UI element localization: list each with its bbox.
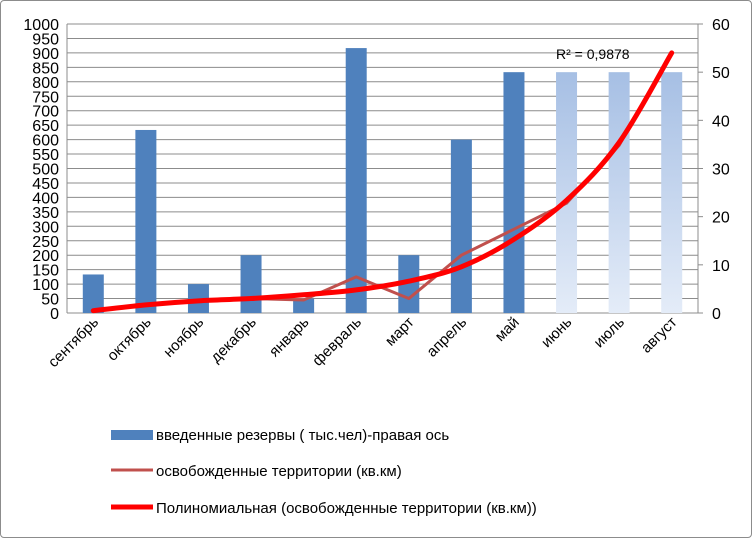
legend-label-bars: введенные резервы ( тыс.чел)-правая ось: [156, 427, 449, 444]
right-tick-label: 0: [712, 306, 721, 323]
right-tick-label: 50: [712, 65, 730, 82]
right-tick-label: 20: [712, 210, 730, 227]
right-axis-ticks: 60 50 40 30 20 10 0: [698, 17, 730, 323]
forecast-bar: [661, 72, 683, 314]
x-tick-label: август: [638, 314, 681, 357]
left-tick-label: 750: [32, 89, 59, 106]
polynomial-trendline: [90, 50, 675, 314]
x-tick-label: декабрь: [207, 314, 260, 367]
left-axis-ticks: 1000950900850800750700650600550500450400…: [23, 17, 59, 323]
left-tick-label: 250: [32, 234, 59, 251]
left-tick-label: 800: [32, 75, 59, 92]
gridlines: [66, 23, 699, 314]
x-tick-label: февраль: [309, 314, 365, 370]
left-tick-label: 900: [32, 46, 59, 63]
left-tick-label: 850: [32, 60, 59, 77]
forecast-bar: [556, 72, 578, 314]
x-tick-label: март: [382, 314, 418, 350]
reserves-bar: [240, 255, 262, 313]
legend-label-line: освобожденные территории (кв.км): [156, 463, 402, 480]
right-tick-label: 60: [712, 17, 730, 34]
x-tick-label: апрель: [423, 314, 470, 361]
reserves-bar: [345, 48, 367, 313]
reserves-bar: [293, 298, 315, 313]
reserves-bar: [135, 129, 157, 313]
right-tick-label: 10: [712, 258, 730, 275]
left-tick-label: 350: [32, 205, 59, 222]
left-tick-label: 0: [50, 306, 59, 323]
left-tick-label: 650: [32, 118, 59, 135]
legend-swatch-bars: [111, 430, 153, 440]
left-tick-label: 200: [32, 248, 59, 265]
left-tick-label: 500: [32, 162, 59, 179]
r2-annotation: R² = 0,9878: [556, 46, 630, 62]
left-tick-label: 450: [32, 176, 59, 193]
right-tick-label: 30: [712, 162, 730, 179]
left-tick-label: 400: [32, 190, 59, 207]
reserves-bar: [503, 72, 525, 314]
x-tick-label: июль: [591, 314, 629, 352]
reserves-bars: [82, 48, 683, 314]
territory-lines: [90, 50, 675, 314]
left-tick-label: 50: [41, 292, 59, 309]
legend-label-trend: Полиномиальная (освобожденные территории…: [156, 500, 537, 517]
reserves-bar: [450, 139, 472, 313]
x-tick-label: май: [492, 314, 523, 345]
left-tick-label: 100: [32, 277, 59, 294]
reserves-bar: [398, 255, 420, 313]
left-tick-label: 700: [32, 104, 59, 121]
legend: введенные резервы ( тыс.чел)-правая ось …: [111, 427, 537, 517]
left-tick-label: 300: [32, 219, 59, 236]
x-tick-label: июнь: [538, 314, 575, 351]
reserves-bar: [82, 274, 104, 313]
x-tick-label: октябрь: [104, 314, 155, 365]
x-tick-label: январь: [266, 314, 313, 361]
left-tick-label: 600: [32, 133, 59, 150]
left-tick-label: 550: [32, 147, 59, 164]
left-tick-label: 1000: [23, 17, 59, 34]
x-axis-labels: сентябрь октябрь ноябрь декабрь январьфеврал…: [45, 314, 681, 371]
left-tick-label: 150: [32, 263, 59, 280]
forecast-bar: [608, 72, 630, 314]
right-tick-label: 40: [712, 113, 730, 130]
x-tick-label: ноябрь: [160, 314, 207, 361]
left-tick-label: 950: [32, 31, 59, 48]
